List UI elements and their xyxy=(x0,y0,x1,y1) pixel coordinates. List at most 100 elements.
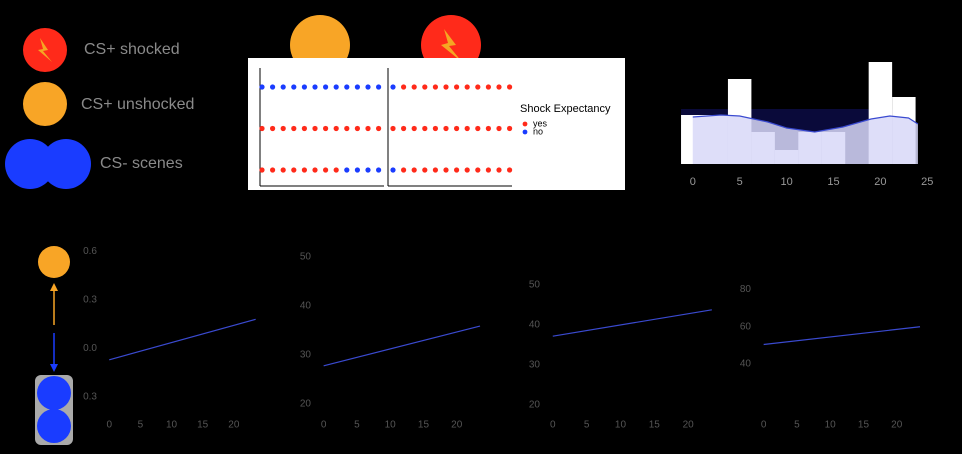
y-tick-label: 0.3 xyxy=(83,294,97,305)
x-tick-label: 0 xyxy=(761,420,767,431)
dot xyxy=(312,84,318,90)
y-tick-label: 40 xyxy=(529,320,541,331)
x-tick-label: 0 xyxy=(550,420,556,431)
dot xyxy=(432,167,438,173)
dot xyxy=(485,167,491,173)
dot xyxy=(390,125,396,132)
dot xyxy=(422,167,428,173)
density-line xyxy=(692,114,919,133)
dot xyxy=(454,84,460,90)
dot xyxy=(390,84,396,90)
y-tick-label: 0.3 xyxy=(83,392,97,403)
dot xyxy=(443,167,449,173)
x-tick-label: 15 xyxy=(827,176,839,188)
dot xyxy=(270,167,276,173)
legend-dot xyxy=(522,129,528,135)
legend-label: CS- scenes xyxy=(100,155,183,172)
dot xyxy=(270,84,276,90)
dot xyxy=(280,167,286,173)
dot xyxy=(344,125,350,132)
y-tick-label: 40 xyxy=(300,301,312,312)
dot xyxy=(333,125,339,132)
y-tick-label: 30 xyxy=(529,360,541,371)
x-tick-label: 15 xyxy=(649,420,661,431)
x-tick-label: 20 xyxy=(891,420,903,431)
dot xyxy=(422,84,428,90)
dot xyxy=(422,125,428,132)
dot xyxy=(475,84,481,90)
density-area xyxy=(692,115,918,164)
cs-minus-icon xyxy=(37,376,71,410)
x-tick-label: 5 xyxy=(794,420,800,431)
dot xyxy=(475,125,481,132)
dot xyxy=(365,84,371,90)
y-tick-label: 20 xyxy=(300,399,312,410)
dot xyxy=(365,167,371,173)
dot xyxy=(323,167,329,173)
x-tick-label: 5 xyxy=(584,420,590,431)
arrow-head xyxy=(50,283,58,291)
dot xyxy=(323,84,329,90)
cs-minus-icon xyxy=(37,409,71,443)
x-tick-label: 20 xyxy=(874,176,886,188)
dot xyxy=(323,125,329,132)
legend-title: Shock Expectancy xyxy=(520,103,611,115)
x-tick-label: 5 xyxy=(138,420,144,431)
dot xyxy=(259,125,265,132)
dot xyxy=(291,84,297,90)
dot xyxy=(344,84,350,90)
y-tick-label: 60 xyxy=(740,321,752,332)
x-tick-label: 20 xyxy=(683,420,695,431)
dot xyxy=(496,167,502,173)
x-tick-label: 10 xyxy=(385,420,397,431)
dot xyxy=(485,84,491,90)
y-tick-label: 20 xyxy=(529,400,541,411)
line xyxy=(552,309,712,337)
x-tick-label: 20 xyxy=(228,420,240,431)
dot xyxy=(432,125,438,132)
dot xyxy=(376,125,382,132)
dot xyxy=(443,84,449,90)
x-tick-label: 10 xyxy=(825,420,837,431)
cs-minus-icon xyxy=(5,139,55,189)
y-tick-label: 0.0 xyxy=(83,343,97,354)
dot xyxy=(496,84,502,90)
x-tick-label: 10 xyxy=(615,420,627,431)
dot xyxy=(354,125,360,132)
unshocked-icon xyxy=(38,246,70,278)
dot xyxy=(301,167,307,173)
dot xyxy=(401,84,407,90)
y-tick-label: 30 xyxy=(300,350,312,361)
dot xyxy=(390,167,396,173)
dot xyxy=(259,167,265,173)
legend-label: CS+ unshocked xyxy=(81,96,194,113)
dot xyxy=(496,125,502,132)
legend-label: CS+ shocked xyxy=(84,41,180,58)
x-tick-label: 20 xyxy=(451,420,463,431)
x-tick-label: 15 xyxy=(197,420,209,431)
legend-label: no xyxy=(533,126,543,136)
dot xyxy=(507,125,513,132)
cs-minus-icon xyxy=(41,139,91,189)
dot xyxy=(333,84,339,90)
dot xyxy=(485,125,491,132)
dot xyxy=(312,167,318,173)
dot xyxy=(507,84,513,90)
dot xyxy=(312,125,318,132)
dot xyxy=(365,125,371,132)
dot xyxy=(270,125,276,132)
unshocked-icon xyxy=(23,82,67,126)
dot xyxy=(301,84,307,90)
dot xyxy=(301,125,307,132)
dot xyxy=(291,167,297,173)
legend-label: yes xyxy=(533,118,548,128)
x-tick-label: 0 xyxy=(321,420,327,431)
y-tick-label: 80 xyxy=(740,284,752,295)
dot xyxy=(475,167,481,173)
dot xyxy=(401,125,407,132)
dot xyxy=(411,84,417,90)
dot xyxy=(464,167,470,173)
dot xyxy=(354,84,360,90)
x-tick-label: 10 xyxy=(166,420,178,431)
